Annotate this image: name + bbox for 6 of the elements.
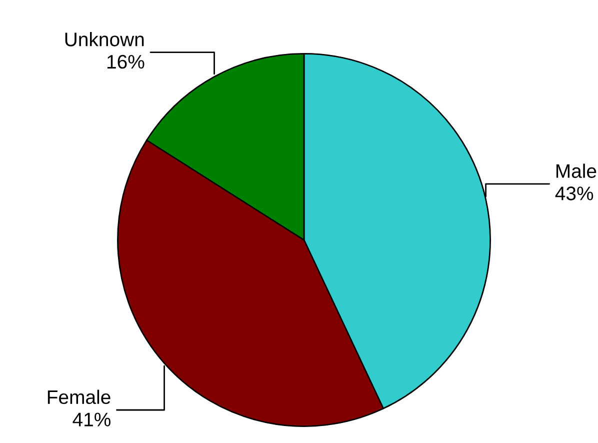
data-label: 41% — [72, 412, 110, 426]
data-label: 16% — [107, 54, 144, 69]
slice-label: Female — [48, 390, 110, 404]
data-label: 43% — [555, 186, 594, 200]
slice-label: Unknown — [65, 32, 144, 46]
slice-label: Male — [556, 164, 596, 178]
